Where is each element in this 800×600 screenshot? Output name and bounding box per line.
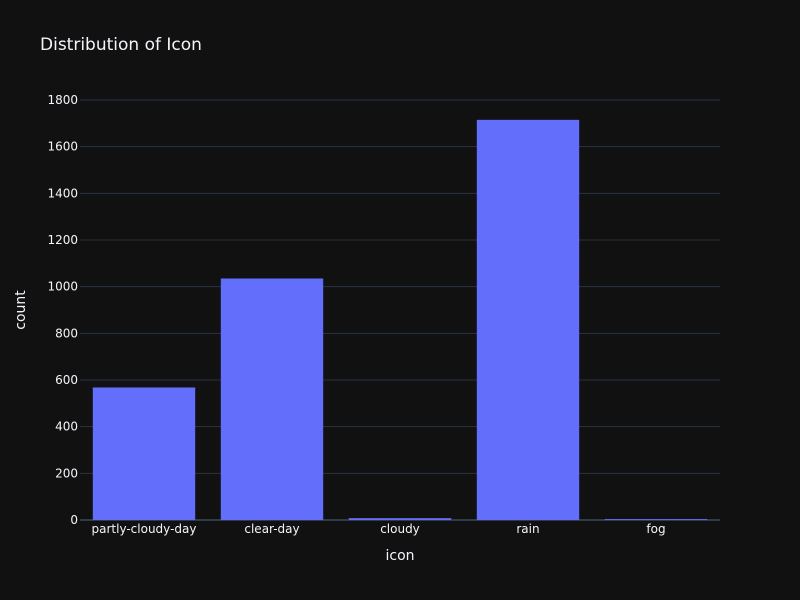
y-tick-label: 1400 [47,186,78,200]
y-tick-label: 800 [55,326,78,340]
y-tick-label: 1200 [47,233,78,247]
x-tick-label: rain [516,522,539,536]
bar-clear-day[interactable] [220,278,324,521]
x-axis-ticks: partly-cloudy-day clear-day cloudy rain fog [92,522,666,536]
bar-cloudy[interactable] [348,518,452,520]
y-tick-label: 0 [70,513,78,527]
bar-rain[interactable] [476,119,580,520]
y-axis-title: count [13,290,29,330]
y-tick-label: 1600 [47,140,78,154]
chart-title: Distribution of Icon [40,35,202,55]
x-tick-label: partly-cloudy-day [92,522,197,536]
x-tick-label: clear-day [244,522,299,536]
x-tick-label: fog [646,522,665,536]
y-tick-label: 600 [55,373,78,387]
bar-fog[interactable] [604,519,708,520]
y-tick-label: 200 [55,466,78,480]
bar-partly-cloudy-day[interactable] [92,387,196,520]
y-tick-label: 400 [55,420,78,434]
y-axis-ticks: 0 200 400 600 800 1000 1200 1400 1600 1800 [47,93,78,527]
y-tick-label: 1000 [47,280,78,294]
x-axis-title: icon [385,548,414,564]
x-tick-label: cloudy [380,522,420,536]
y-tick-label: 1800 [47,93,78,107]
bars [92,119,708,521]
